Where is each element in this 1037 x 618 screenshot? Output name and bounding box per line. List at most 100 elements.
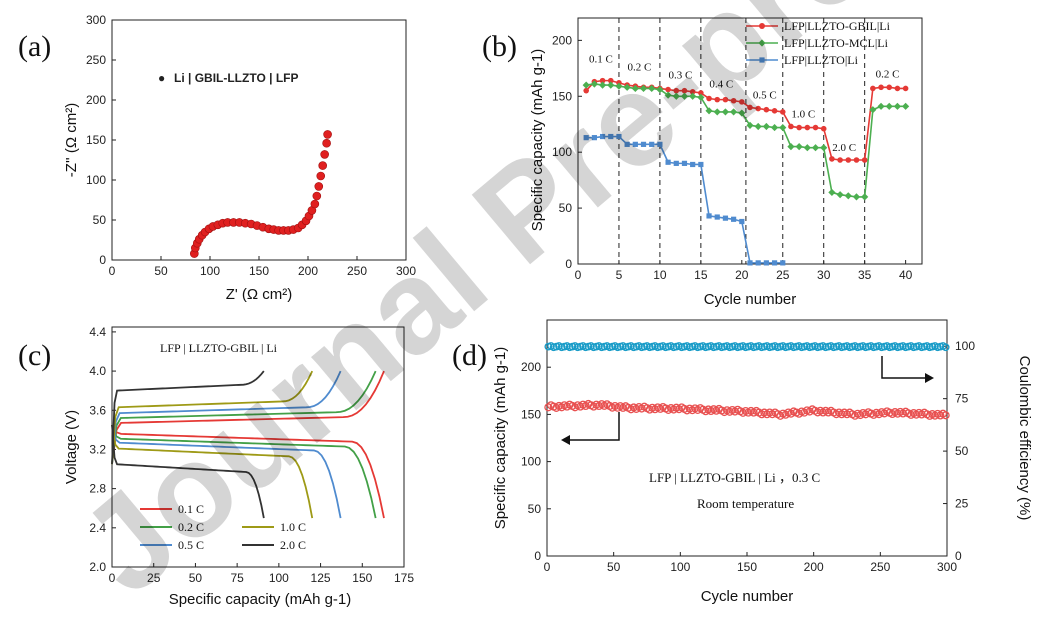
data-point bbox=[812, 124, 819, 131]
data-point bbox=[608, 133, 614, 140]
x-tick-label: 100 bbox=[200, 264, 220, 278]
data-point bbox=[861, 193, 869, 201]
data-point bbox=[640, 141, 647, 147]
data-point bbox=[615, 82, 623, 90]
x-tick-label: 100 bbox=[670, 560, 690, 574]
data-point bbox=[665, 86, 671, 93]
y-tick-label: 0 bbox=[565, 257, 572, 271]
y-tick-label: 150 bbox=[86, 133, 106, 147]
data-point bbox=[829, 156, 835, 162]
data-point bbox=[623, 83, 631, 91]
x-axis-title: Cycle number bbox=[701, 588, 794, 605]
series-line bbox=[586, 83, 906, 198]
x-tick-label: 125 bbox=[311, 571, 331, 585]
y-tick-label: 2.0 bbox=[89, 560, 106, 574]
data-point bbox=[861, 157, 868, 163]
data-point bbox=[657, 141, 663, 147]
legend-label: 0.5 C bbox=[178, 538, 204, 552]
y2-tick-label: 0 bbox=[955, 549, 962, 563]
y-tick-label: 0 bbox=[99, 253, 106, 267]
rate-label: 1.0 C bbox=[791, 109, 815, 121]
data-point bbox=[664, 91, 672, 99]
data-point bbox=[314, 182, 324, 191]
data-point bbox=[886, 84, 893, 91]
data-point bbox=[788, 123, 794, 130]
y-axis-title: Specific capacity (mAh g-1) bbox=[529, 49, 546, 232]
data-point bbox=[598, 81, 607, 89]
data-point bbox=[853, 157, 860, 163]
data-point bbox=[837, 157, 843, 163]
x-tick-label: 150 bbox=[352, 571, 372, 585]
panel-d-cycling-chart: 0 50 100 150 200 250 3000501001502000255075100… bbox=[492, 319, 1033, 605]
arrowhead-right-icon bbox=[925, 373, 934, 383]
y-tick-label: 100 bbox=[521, 455, 541, 469]
data-point bbox=[828, 188, 836, 197]
x-tick-label: 250 bbox=[870, 560, 890, 574]
axis-indicator-arrows bbox=[561, 356, 934, 445]
data-point bbox=[787, 142, 795, 151]
data-point bbox=[803, 144, 811, 152]
legend-label: Li | GBIL-LLZTO | LFP bbox=[174, 71, 298, 85]
y-axis-title: -Z'' (Ω cm²) bbox=[63, 103, 80, 177]
discharge-curve bbox=[111, 424, 314, 519]
y-tick-label: 200 bbox=[552, 33, 572, 47]
chart-title: LFP | LLZTO-GBIL | Li bbox=[160, 341, 278, 355]
data-point bbox=[869, 106, 877, 114]
data-point bbox=[836, 191, 844, 199]
watermark: Journal Pre-proof bbox=[54, 0, 998, 618]
data-point bbox=[771, 108, 778, 114]
data-point bbox=[770, 123, 779, 132]
legend-label: LFP|LLZTO-MCL|Li bbox=[784, 36, 889, 50]
data-point bbox=[632, 141, 638, 147]
y-tick-label: 4.0 bbox=[89, 364, 106, 378]
data-point bbox=[755, 260, 761, 266]
x-tick-label: 50 bbox=[154, 264, 168, 278]
data-point bbox=[811, 144, 820, 152]
x-tick-label: 200 bbox=[804, 560, 824, 574]
data-point bbox=[820, 125, 827, 132]
data-point bbox=[739, 218, 745, 225]
charge-curve bbox=[111, 370, 377, 465]
x-tick-label: 0 bbox=[109, 571, 116, 585]
annotation-condition: LFP | LLZTO-GBIL | Li ，0.3 C bbox=[649, 470, 820, 485]
data-point bbox=[649, 141, 655, 147]
x-tick-label: 30 bbox=[817, 268, 831, 282]
annotation-temperature: Room temperature bbox=[697, 496, 794, 511]
y-tick-label: 3.2 bbox=[89, 442, 106, 456]
data-point bbox=[747, 104, 753, 111]
rate-label: 0.4 C bbox=[709, 78, 733, 90]
data-point bbox=[681, 87, 688, 94]
data-point bbox=[665, 159, 671, 165]
data-point bbox=[714, 96, 721, 103]
rate-label: 2.0 C bbox=[832, 142, 856, 154]
data-point bbox=[852, 193, 861, 201]
data-point bbox=[616, 133, 622, 140]
x-tick-label: 250 bbox=[347, 264, 367, 278]
data-point bbox=[681, 160, 688, 166]
x-tick-label: 200 bbox=[298, 264, 318, 278]
y-tick-label: 2.4 bbox=[89, 521, 106, 535]
y-tick-label: 200 bbox=[86, 93, 106, 107]
data-point bbox=[673, 160, 679, 166]
y-tick-label: 3.6 bbox=[89, 403, 106, 417]
legend-marker-icon bbox=[759, 23, 765, 29]
data-point bbox=[878, 84, 884, 91]
data-point bbox=[318, 161, 328, 170]
data-point bbox=[755, 105, 761, 112]
arrow-right-icon bbox=[881, 356, 928, 379]
data-point bbox=[738, 109, 746, 117]
panel-a-nyquist-chart: 0 50 100 150 200 250 300 0 50 100 150 200 250 300 ● L… bbox=[63, 13, 416, 303]
x-tick-label: 100 bbox=[269, 571, 289, 585]
y-axis-title: Voltage (V) bbox=[63, 410, 80, 484]
data-point bbox=[893, 102, 902, 110]
panel-c-voltage-profile-chart: 0 25 50 75 100 125 150 175 2.0 2.4 2.8 3.2 3.6 4.0 4.4… bbox=[63, 325, 414, 608]
rate-label: 0.2 C bbox=[628, 62, 652, 74]
data-point bbox=[771, 260, 778, 266]
y-tick-label: 200 bbox=[521, 360, 541, 374]
data-point bbox=[722, 215, 729, 221]
discharge-curve bbox=[111, 424, 377, 519]
rate-label: 0.2 C bbox=[876, 68, 900, 80]
y-tick-label: 50 bbox=[528, 502, 542, 516]
x-tick-label: 50 bbox=[607, 560, 621, 574]
